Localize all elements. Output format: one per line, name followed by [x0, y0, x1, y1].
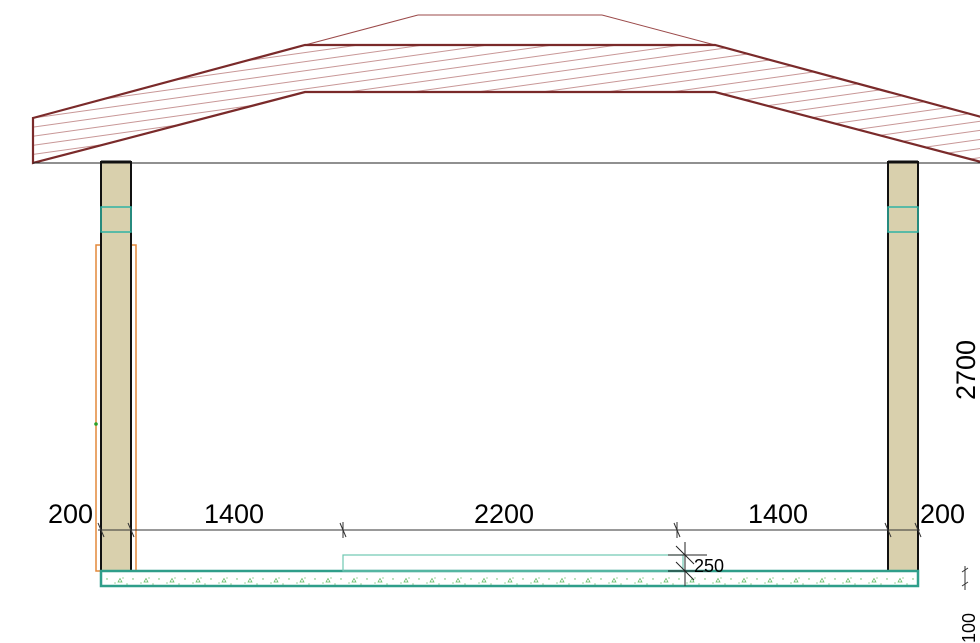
dim-left-wall: 200 [48, 499, 93, 529]
dim-right-span: 1400 [748, 499, 808, 529]
roof-hatched-section [31, 43, 980, 165]
slab-body [99, 569, 920, 588]
right-wall-teal-band [887, 206, 919, 233]
dim-step-height: 250 [694, 556, 724, 576]
left-wall-body [100, 161, 132, 572]
left-wall-marker [94, 422, 98, 426]
left-wall-teal-band [100, 206, 132, 233]
left-wall [94, 160, 137, 572]
dimension-ticks [97, 522, 922, 538]
right-wall [887, 160, 919, 572]
roof-ridge-right-slope [601, 14, 716, 46]
step-dimension [668, 542, 707, 584]
roof-ridge-left-slope [304, 14, 419, 46]
vertical-dimensions: 2700 100 [951, 340, 980, 643]
horizontal-dimension-chain: 200 1400 2200 1400 200 [48, 499, 965, 538]
right-wall-body [887, 161, 919, 572]
dim-right-wall: 200 [920, 499, 965, 529]
dim-center-span: 2200 [474, 499, 534, 529]
raised-step [342, 554, 684, 572]
dim-left-span: 1400 [204, 499, 264, 529]
roof [31, 14, 980, 165]
dim-wall-height: 2700 [951, 340, 980, 400]
vertical-dim-ticks [961, 566, 969, 590]
dim-slab-thickness: 100 [959, 613, 979, 643]
floor-slab [99, 554, 920, 588]
